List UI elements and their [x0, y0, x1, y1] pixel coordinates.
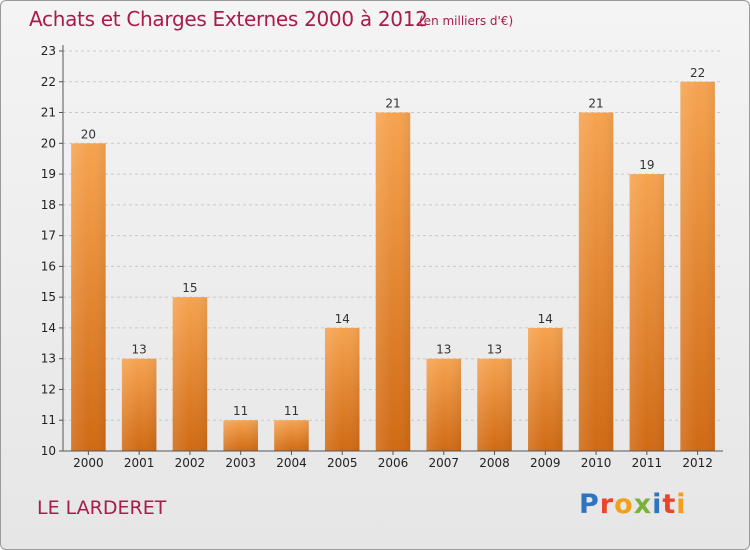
data-label-2000: 20 [81, 127, 96, 141]
y-tick-label: 12 [41, 382, 56, 396]
bar-shine-2008 [477, 358, 512, 451]
y-tick-label: 16 [41, 259, 56, 273]
y-tick-label: 23 [41, 44, 56, 58]
data-label-2007: 13 [436, 343, 451, 357]
bar-shine-2012 [680, 81, 715, 452]
x-tick-label-2008: 2008 [479, 456, 510, 470]
y-tick-label: 10 [41, 444, 56, 458]
x-tick-label-2010: 2010 [581, 456, 612, 470]
x-tick-label-2007: 2007 [428, 456, 459, 470]
data-label-2011: 19 [639, 158, 654, 172]
x-tick-label-2012: 2012 [682, 456, 713, 470]
data-label-2008: 13 [487, 343, 502, 357]
bar-shine-2006 [375, 112, 411, 452]
x-tick-label-2003: 2003 [225, 456, 256, 470]
y-tick-label: 14 [41, 321, 56, 335]
y-tick-label: 15 [41, 290, 56, 304]
x-tick-label-2006: 2006 [378, 456, 409, 470]
y-tick-label: 19 [41, 167, 56, 181]
bar-shine-2007 [426, 358, 462, 451]
data-label-2009: 14 [538, 312, 553, 326]
bar-shine-2003 [223, 420, 258, 451]
bar-shine-2000 [71, 143, 106, 452]
y-tick-label: 20 [41, 136, 56, 150]
y-tick-label: 13 [41, 352, 56, 366]
bar-shine-2001 [121, 358, 157, 451]
data-label-2003: 11 [233, 404, 248, 418]
chart-title: Achats et Charges Externes 2000 à 2012 [29, 7, 428, 31]
y-axis-ticks: 10 11 12 13 14 15 16 17 18 19 20 21 22 23 [41, 44, 63, 458]
axes [62, 45, 723, 452]
y-tick-label: 21 [41, 106, 56, 120]
place-name: LE LARDERET [37, 497, 167, 519]
x-tick-label-2001: 2001 [124, 456, 155, 470]
x-tick-label-2005: 2005 [327, 456, 358, 470]
y-tick-label: 18 [41, 198, 56, 212]
data-label-2005: 14 [335, 312, 350, 326]
bar-shine-2004 [274, 420, 309, 451]
bar-shine-2009 [528, 327, 563, 451]
x-tick-label-2002: 2002 [175, 456, 206, 470]
data-label-2001: 13 [132, 343, 147, 357]
data-label-2004: 11 [284, 404, 299, 418]
proxiti-logo: Proxiti [579, 489, 687, 520]
bar-shine-2010 [578, 112, 614, 452]
data-label-2006: 21 [385, 97, 400, 111]
data-label-2010: 21 [588, 97, 603, 111]
chart-subtitle: (en milliers d'€) [419, 14, 514, 28]
x-tick-label-2000: 2000 [73, 456, 104, 470]
data-label-2002: 15 [182, 281, 197, 295]
x-tick-label-2009: 2009 [530, 456, 561, 470]
x-tick-label-2011: 2011 [632, 456, 663, 470]
y-tick-label: 22 [41, 75, 56, 89]
bars-group: 20 13 15 11 11 14 21 13 13 14 21 19 22 [71, 66, 715, 452]
y-tick-label: 11 [41, 413, 56, 427]
y-tick-label: 17 [41, 229, 56, 243]
data-label-2012: 22 [690, 66, 705, 80]
bar-shine-2011 [629, 174, 665, 452]
x-tick-label-2004: 2004 [276, 456, 307, 470]
bar-shine-2005 [324, 327, 360, 451]
x-axis-ticks: 2000 2001 2002 2003 2004 2005 2006 2007 2008 2009… [73, 451, 713, 470]
bar-shine-2002 [172, 297, 208, 451]
